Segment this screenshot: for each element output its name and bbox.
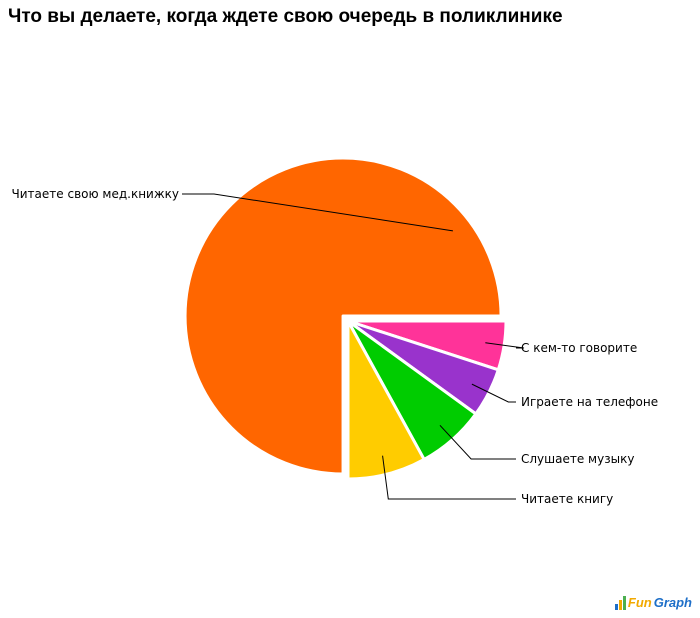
- chart-title: Что вы делаете, когда ждете свою очередь…: [8, 6, 563, 27]
- logo-text-fun: Fun: [627, 595, 652, 610]
- slice-label: Слушаете музыку: [521, 452, 634, 466]
- fungraph-logo: Fun Graph: [614, 595, 692, 610]
- slice-label: С кем-то говорите: [521, 341, 637, 355]
- leader-line: [471, 383, 516, 403]
- slice-label: Играете на телефоне: [521, 395, 658, 409]
- leader-line: [182, 193, 453, 232]
- leader-line: [485, 342, 525, 349]
- pie-slice: [183, 156, 503, 476]
- slice-label: Читаете книгу: [521, 492, 613, 506]
- logo-text-graph: Graph: [653, 595, 692, 610]
- slice-label: Читаете свою мед.книжку: [12, 187, 179, 201]
- logo-bars-icon: [614, 596, 626, 610]
- leader-line: [382, 455, 516, 500]
- pie-slice: [346, 319, 426, 481]
- leader-line: [439, 424, 516, 460]
